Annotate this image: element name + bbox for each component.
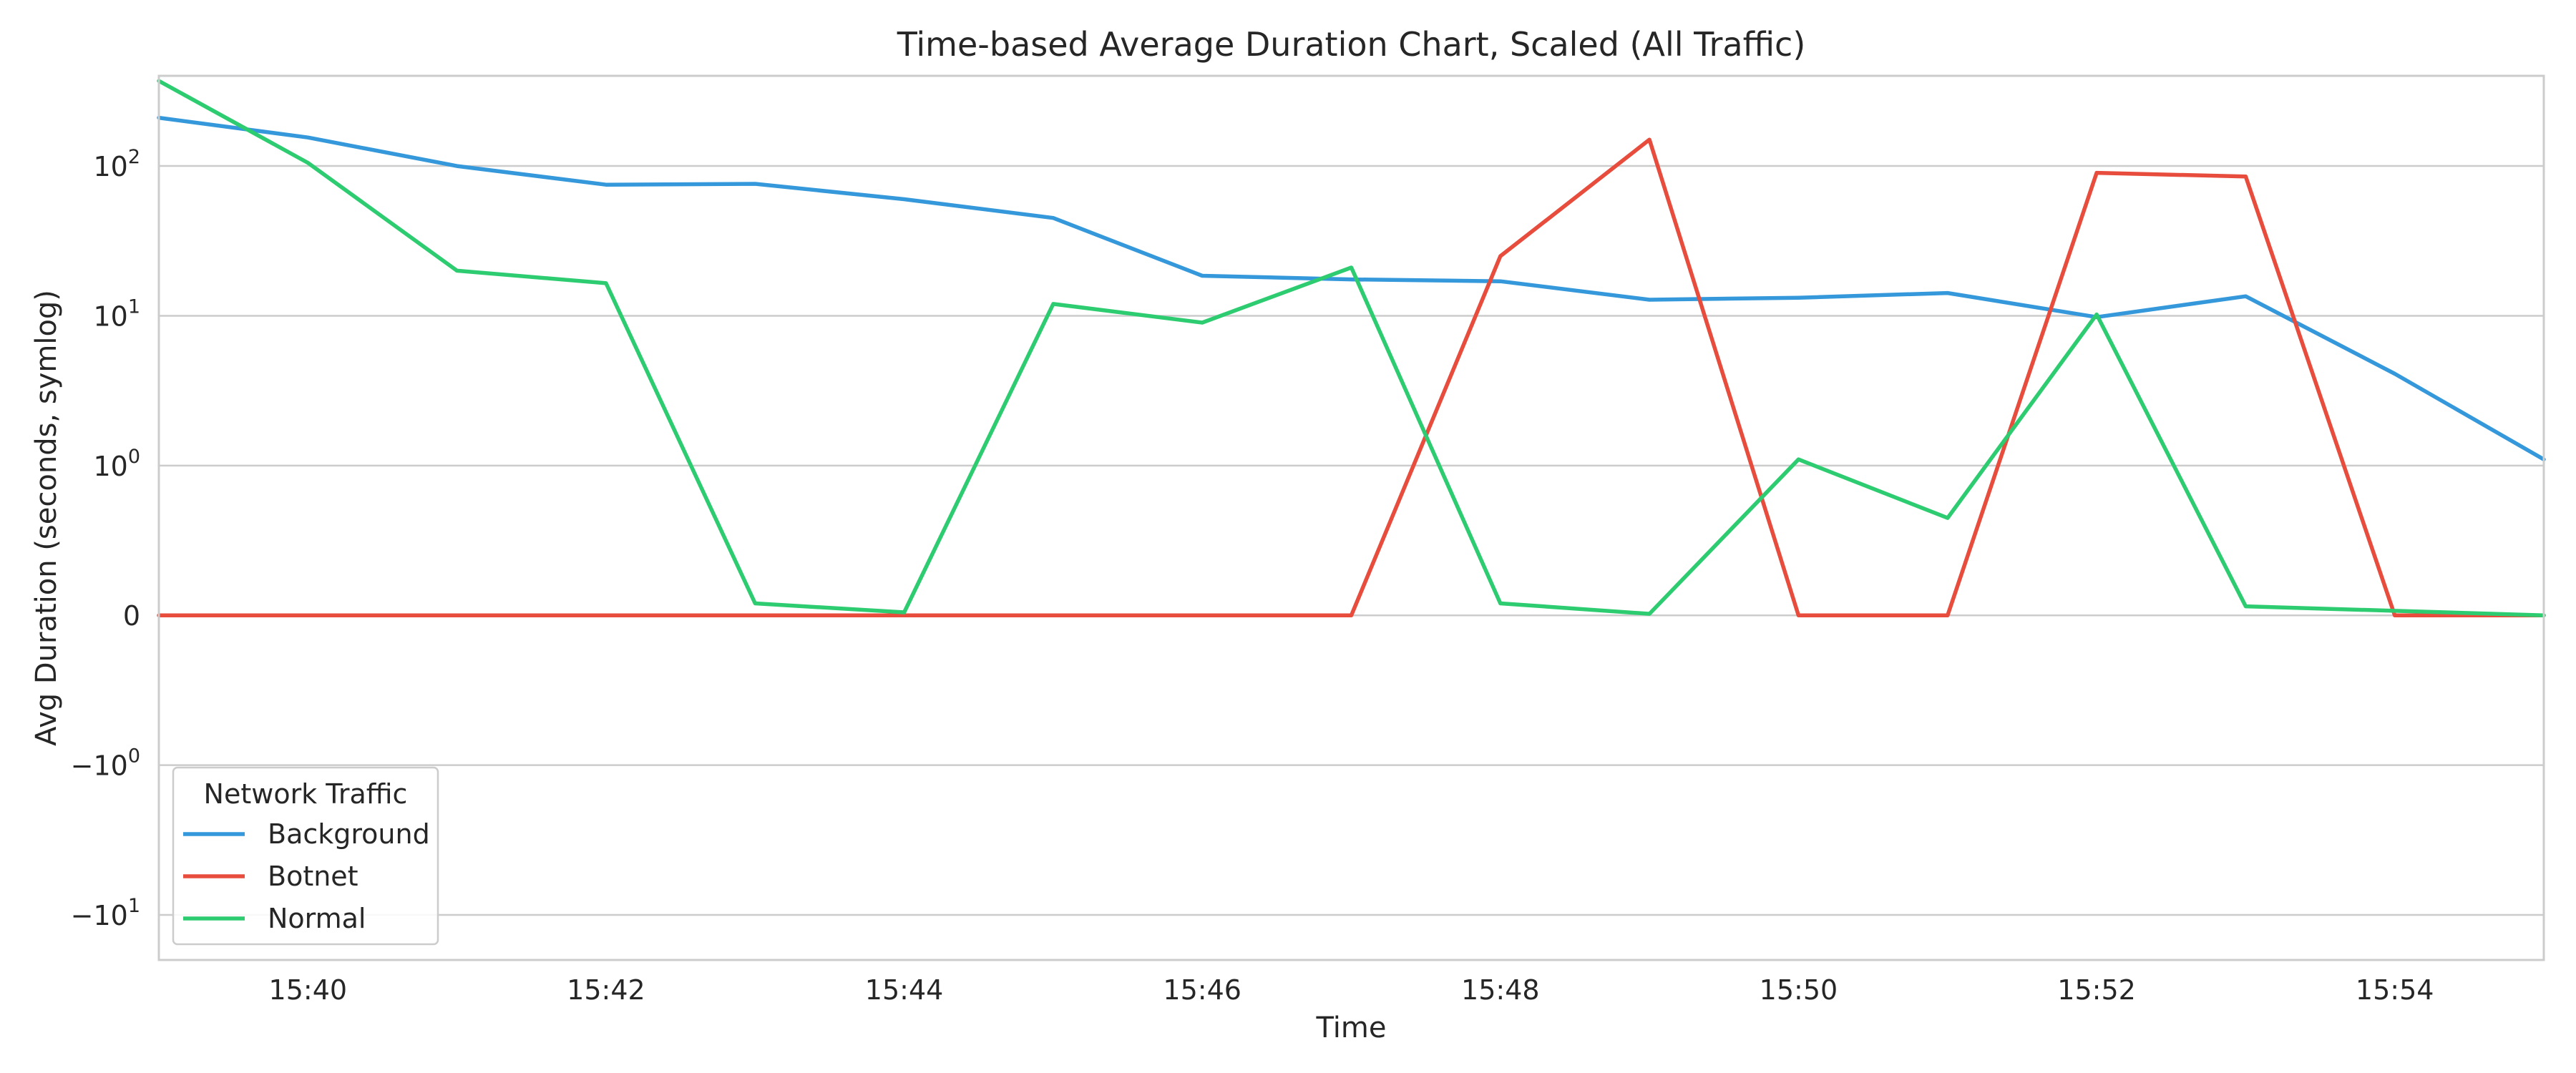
x-tick-label: 15:54 xyxy=(2356,974,2434,1006)
series-line-normal xyxy=(157,79,2546,617)
series-lines xyxy=(157,79,2546,617)
chart-title: Time-based Average Duration Chart, Scale… xyxy=(897,25,1806,64)
x-tick-label: 15:48 xyxy=(1461,974,1540,1006)
x-tick-labels: 15:40 15:42 15:44 15:46 15:48 15:50 15:52 15:54 xyxy=(269,974,2434,1006)
x-tick-label: 15:42 xyxy=(567,974,645,1006)
legend-entries: Background Botnet Normal xyxy=(183,818,430,934)
y-tick-label: 100 xyxy=(93,446,140,482)
legend: Network Traffic Background Botnet Normal xyxy=(172,766,439,946)
legend-box xyxy=(172,766,439,946)
y-tick-label: 101 xyxy=(93,295,140,332)
series-line-background xyxy=(157,115,2546,461)
y-tick-label: −101 xyxy=(71,895,140,931)
y-tick-label: 0 xyxy=(123,600,140,632)
plot-frame xyxy=(157,74,2545,961)
y-axis-label: Avg Duration (seconds, symlog) xyxy=(30,290,63,746)
x-axis-label: Time xyxy=(1316,1011,1387,1044)
x-tick-label: 15:44 xyxy=(865,974,944,1006)
legend-entry-background: Background xyxy=(183,818,430,850)
x-tick-label: 15:46 xyxy=(1163,974,1241,1006)
legend-title: Network Traffic xyxy=(204,778,408,810)
legend-label: Background xyxy=(268,818,430,850)
legend-entry-botnet: Botnet xyxy=(183,861,358,892)
y-tick-label: 102 xyxy=(93,146,140,182)
x-tick-label: 15:40 xyxy=(269,974,348,1006)
y-tick-label: −100 xyxy=(71,745,140,782)
legend-label: Normal xyxy=(268,903,366,934)
legend-label: Botnet xyxy=(268,861,358,892)
x-tick-label: 15:52 xyxy=(2057,974,2136,1006)
x-tick-label: 15:50 xyxy=(1760,974,1838,1006)
series-line-botnet xyxy=(157,137,2546,617)
y-tick-labels: 102 101 100 0 −100 −101 xyxy=(71,146,140,931)
legend-entry-normal: Normal xyxy=(183,903,366,934)
